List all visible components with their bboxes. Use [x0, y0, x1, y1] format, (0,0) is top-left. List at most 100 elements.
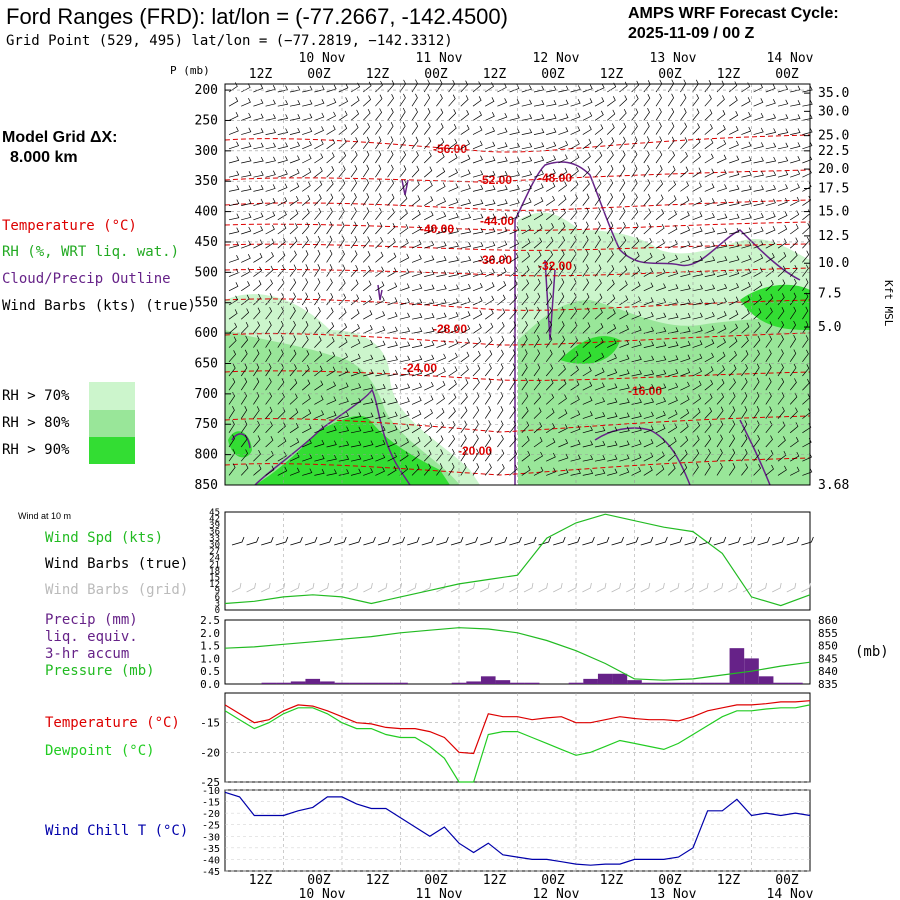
wind-barb	[265, 349, 272, 362]
precip-bar	[524, 682, 540, 684]
wind-barb	[326, 207, 333, 221]
wind-barb	[765, 363, 772, 377]
wind-barb	[240, 406, 248, 419]
wind-barb	[753, 377, 760, 391]
wind-barb	[753, 335, 761, 348]
wind-barb	[655, 223, 665, 235]
wind-barb	[497, 112, 508, 121]
wind-barb	[692, 137, 701, 150]
wind-barb	[765, 391, 772, 405]
wind-barb	[350, 309, 360, 320]
wind-barb	[472, 350, 481, 363]
time-tick-label: 12Z	[600, 873, 624, 888]
surface-wind-barb	[757, 536, 770, 546]
wind-barb	[253, 335, 260, 348]
wind-barb	[436, 94, 443, 107]
wind-barb	[729, 323, 738, 334]
wind-barb	[692, 435, 700, 448]
wind-barb	[472, 227, 484, 235]
wind-barb	[728, 406, 736, 419]
wind-barb	[521, 238, 531, 249]
wind-barb	[497, 294, 506, 306]
wind-barb	[228, 448, 236, 462]
wind-barb	[509, 280, 518, 292]
wind-barb	[570, 85, 581, 93]
precip-bar	[788, 682, 803, 684]
surface-wind-barb	[786, 536, 800, 546]
wind-barb	[619, 95, 628, 107]
wind-barb	[277, 251, 286, 263]
wind-barb	[387, 179, 395, 192]
wind-barb	[509, 293, 518, 306]
wind-barb	[521, 252, 531, 263]
wind-barb	[387, 150, 394, 164]
wind-barb	[716, 283, 728, 292]
wind-barb	[789, 223, 799, 235]
temperature-contour-3	[224, 221, 811, 231]
wind-barb	[741, 420, 748, 433]
wind-barb	[704, 434, 712, 448]
wind-barb	[472, 310, 483, 320]
wind-barb	[289, 236, 298, 249]
wind-barb	[350, 468, 362, 476]
wind-barb	[241, 226, 252, 235]
wind-barb	[436, 394, 445, 405]
wind-barb	[777, 363, 784, 377]
wind-barb	[509, 363, 516, 377]
wind-barb	[228, 391, 236, 405]
wind-barb	[777, 114, 789, 121]
legend-liq-equiv: liq. equiv.	[45, 629, 138, 645]
wind-barb	[704, 339, 715, 348]
height-tick-label: 30.0	[818, 104, 849, 119]
wind-barb	[765, 225, 776, 235]
wind-barb	[680, 122, 688, 135]
wind-barb	[594, 151, 603, 164]
wind-barb	[545, 378, 554, 391]
pressure-tick-label: 250	[195, 113, 218, 128]
time-tick-label: 12Z	[717, 873, 741, 888]
wind-barb	[289, 209, 299, 221]
wind-barb	[680, 255, 691, 263]
wind-barb	[375, 178, 382, 192]
wind-barb	[521, 293, 529, 306]
precip-bar	[451, 682, 467, 684]
wind-barb	[399, 253, 410, 263]
surface-wind-barb	[494, 536, 508, 546]
wind-barb	[497, 449, 505, 462]
wind-barb	[399, 194, 408, 206]
wind-barb	[314, 307, 321, 320]
wind-barb	[411, 369, 423, 377]
time-tick-label: 00Z	[775, 67, 799, 82]
wind-barb	[485, 156, 496, 164]
wind-barb	[387, 341, 398, 348]
wind-barb	[777, 279, 786, 292]
wind-barb	[436, 137, 445, 150]
wind-barb	[533, 466, 544, 476]
wind-barb	[228, 268, 239, 277]
wind-barb	[509, 435, 517, 448]
date-label: 11 Nov	[416, 51, 463, 66]
wind-barb	[436, 212, 447, 221]
wind-barb	[753, 199, 764, 206]
time-tick-label: 00Z	[658, 873, 682, 888]
wind-barb	[570, 207, 578, 221]
surface-wind-barb	[684, 536, 697, 546]
wind-barb	[497, 254, 507, 263]
wind-barb	[253, 113, 264, 121]
wind-barb	[338, 323, 348, 334]
wind-barb	[411, 239, 422, 249]
wind-barb	[265, 392, 273, 405]
wind-barb	[789, 378, 797, 391]
wind-barb	[643, 326, 655, 334]
windchill-tick-label: -25	[202, 821, 220, 832]
cloud-outline-0	[254, 388, 411, 486]
wind-barb	[594, 264, 602, 277]
wind-barb	[228, 420, 235, 433]
wind-barb	[448, 284, 459, 292]
wind-barb	[631, 94, 639, 107]
wind-barb	[545, 209, 555, 221]
wind-barb	[692, 182, 702, 192]
wind-barb	[265, 450, 274, 462]
wind-barb	[668, 254, 678, 263]
wind-barb	[789, 237, 799, 249]
